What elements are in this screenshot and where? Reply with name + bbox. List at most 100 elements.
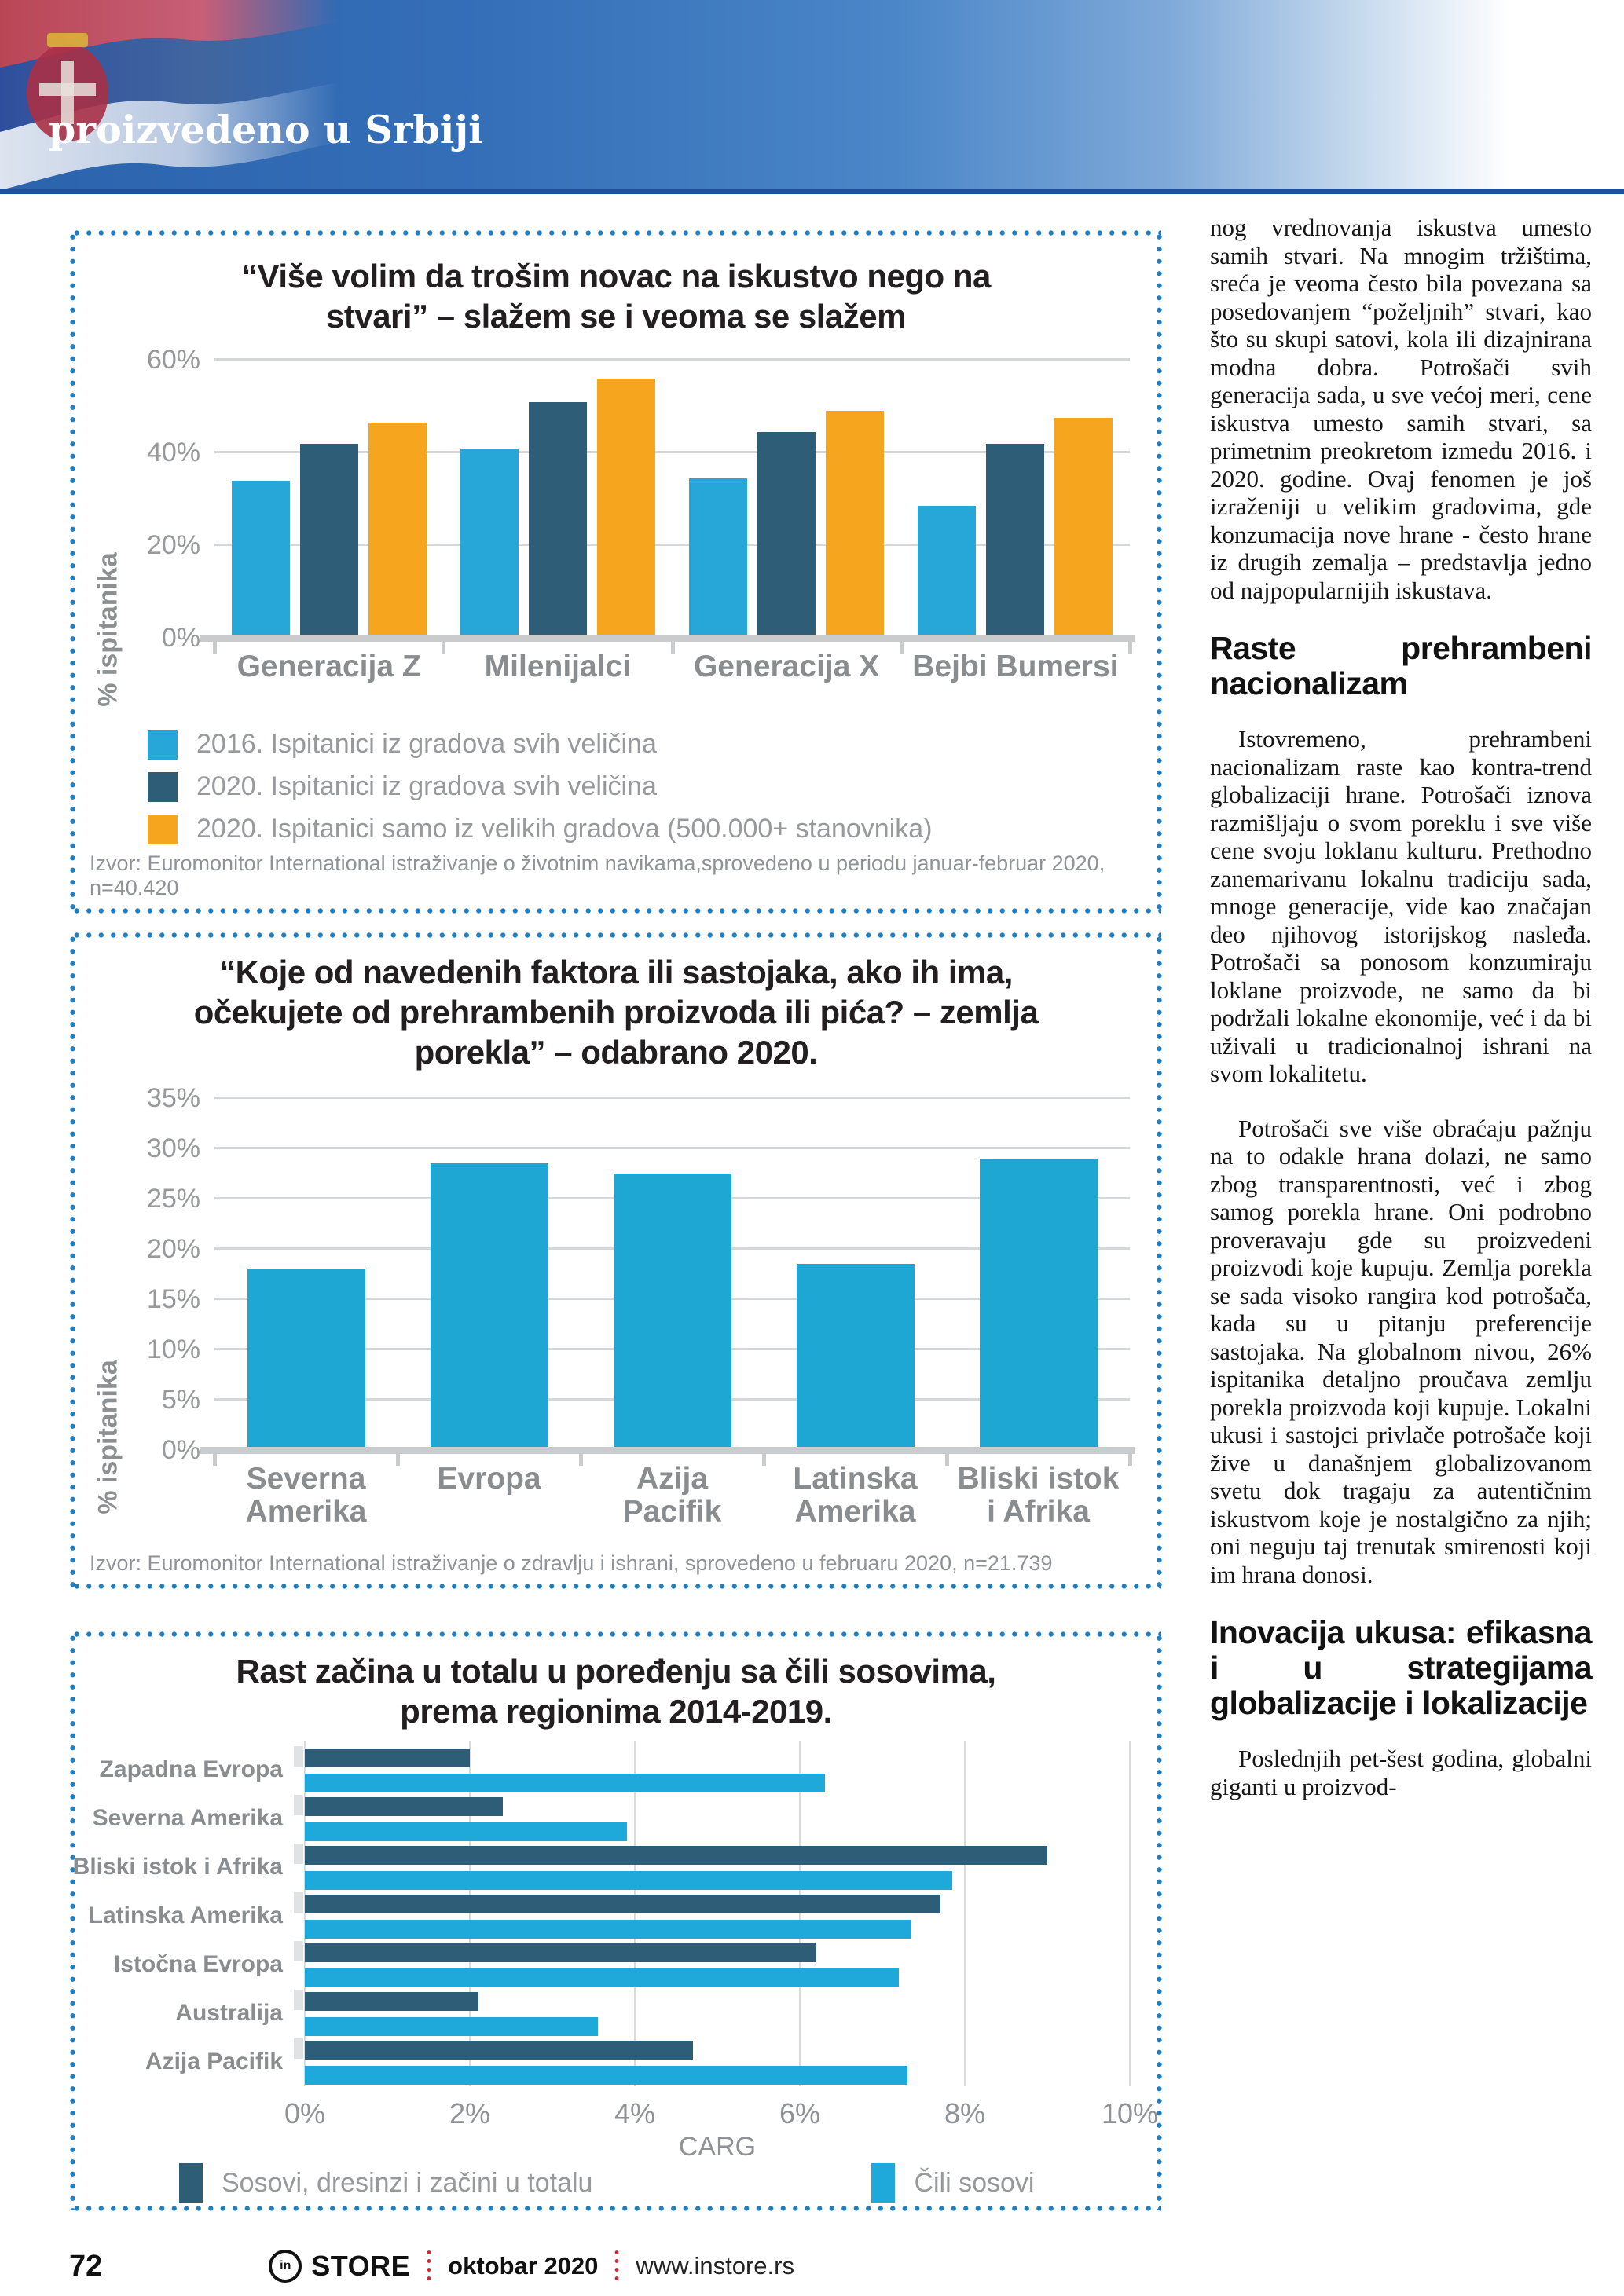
page-number: 72 [69, 2249, 103, 2283]
bar [796, 1263, 915, 1450]
source-note: Izvor: Euromonitor International istraži… [90, 1551, 1053, 1575]
dotted-border-top [71, 229, 1161, 236]
axis-tick [396, 1452, 400, 1466]
bar [613, 1173, 731, 1450]
legend-swatch [148, 729, 178, 760]
y-tick-label: 0% [161, 623, 200, 654]
gridline [214, 451, 1130, 454]
gridline [1129, 1741, 1131, 2087]
legend-swatch [148, 814, 178, 844]
x-tick-label: 8% [944, 2097, 986, 2130]
article-paragraph: nog vrednovanja iskustva umesto samih st… [1210, 214, 1592, 604]
bar [305, 2017, 598, 2037]
bar [826, 411, 885, 639]
plot-area [294, 1741, 1131, 2087]
issue-date: oktobar 2020 [448, 2252, 599, 2280]
bar [305, 1968, 899, 1988]
flag-crest [27, 33, 108, 141]
axis-tick [899, 641, 904, 654]
legend-item: Sosovi, dresinzi i začini u totalu [179, 2163, 592, 2203]
axis-notch [294, 1941, 303, 1962]
bar-group [901, 418, 1130, 639]
bar-group [214, 1269, 398, 1450]
axis-tick [442, 641, 446, 654]
legend-label: Sosovi, dresinzi i začini u totalu [222, 2167, 593, 2198]
x-axis-line [200, 635, 1135, 643]
source-note: Izvor: Euromonitor International istraži… [90, 851, 1105, 899]
category-label: Severna Amerika [245, 1461, 367, 1529]
horizontal-bar-chart-spices: 0% 2% 4% 6% 8% 10% Zapadna Evropa Severna Ameri… [69, 1741, 1163, 2209]
bar [1054, 418, 1113, 639]
axis-tick [945, 1452, 949, 1466]
bar-group [443, 379, 672, 639]
dotted-border-bottom [71, 907, 1161, 914]
gridline [214, 1146, 1130, 1149]
bar-group [581, 1173, 764, 1450]
axis-tick [579, 1452, 583, 1466]
category-label: Bliski istok i Afrika [72, 1854, 283, 1880]
dotted-border-top [71, 1631, 1161, 1638]
x-tick-label: 4% [614, 2097, 656, 2130]
axis-notch [294, 1892, 303, 1913]
axis-notch [294, 1795, 303, 1816]
article-column: nog vrednovanja iskustva umesto samih st… [1210, 214, 1593, 1827]
axis-tick [213, 641, 217, 654]
x-tick-label: 10% [1101, 2097, 1159, 2130]
x-tick-label: 6% [779, 2097, 821, 2130]
chart-legend: Sosovi, dresinzi i začini u totalu Čili s… [179, 2163, 1035, 2203]
dotted-border-bottom [71, 1583, 1161, 1590]
x-axis-line [200, 1446, 1135, 1454]
category-label: Evropa [437, 1461, 541, 1496]
gridline [469, 1741, 471, 2087]
bar [689, 478, 748, 639]
dotted-border-right [1156, 1632, 1163, 2210]
red-dotted-separator [614, 2248, 621, 2284]
y-tick-label: 0% [161, 1434, 200, 1465]
y-tick-label: 20% [146, 1233, 200, 1264]
bar [986, 443, 1045, 639]
y-tick-label: 10% [146, 1334, 200, 1364]
page-footer: 72 in STORE oktobar 2020 www.instore.rs [69, 2248, 794, 2284]
dotted-border-bottom [71, 2205, 1161, 2212]
bar [305, 1895, 940, 1914]
axis-notch [294, 1844, 303, 1865]
dotted-border-top [71, 932, 1161, 939]
dotted-border-right [1156, 933, 1163, 1588]
category-label: Latinska Amerika [88, 1902, 283, 1929]
chart-title: “Koje od navedenih faktora ili sastojaka… [193, 954, 1039, 1071]
category-label: Azija Pacifik [622, 1461, 722, 1529]
category-label: Generacija X [693, 650, 880, 684]
category-label: Azija Pacifik [145, 2049, 283, 2075]
y-tick-label: 25% [146, 1183, 200, 1214]
bar-group [673, 411, 901, 639]
legend-item: Čili sosovi [871, 2163, 1035, 2203]
bar [247, 1269, 365, 1450]
category-label: Severna Amerika [92, 1805, 283, 1832]
bar-chart-experience: % ispitanika 0% 20% 40% 60% Generacija Z Mile… [69, 345, 1163, 707]
brand-name: STORE [311, 2250, 411, 2282]
bar-chart-country-of-origin: % ispitanika 0% 5% 10% 15% 20% 25% 30% 35% Sever… [69, 1083, 1163, 1547]
legend-swatch [148, 771, 178, 802]
x-tick-label: 2% [449, 2097, 491, 2130]
bar [918, 506, 977, 639]
serbian-flag-image [0, 0, 338, 190]
bar [305, 1774, 825, 1793]
bar [460, 448, 519, 639]
gridline [964, 1741, 966, 2087]
legend-label: Čili sosovi [914, 2167, 1035, 2198]
bar-group [398, 1163, 581, 1450]
bar [368, 423, 427, 639]
axis-notch [294, 1746, 303, 1767]
dotted-border-left [69, 231, 76, 913]
plot-area [200, 1096, 1135, 1466]
axis-tick [213, 1452, 217, 1466]
bar [305, 1943, 816, 1963]
red-dotted-separator [426, 2248, 433, 2284]
section-heading: Inovacija ukusa: efikasna i u strategija… [1210, 1614, 1593, 1721]
axis-tick [670, 641, 675, 654]
legend-swatch [179, 2163, 203, 2203]
axis-tick [762, 1452, 766, 1466]
legend-label: 2020. Ispitanici iz gradova svih veličin… [196, 771, 657, 801]
bar-group [947, 1158, 1130, 1450]
